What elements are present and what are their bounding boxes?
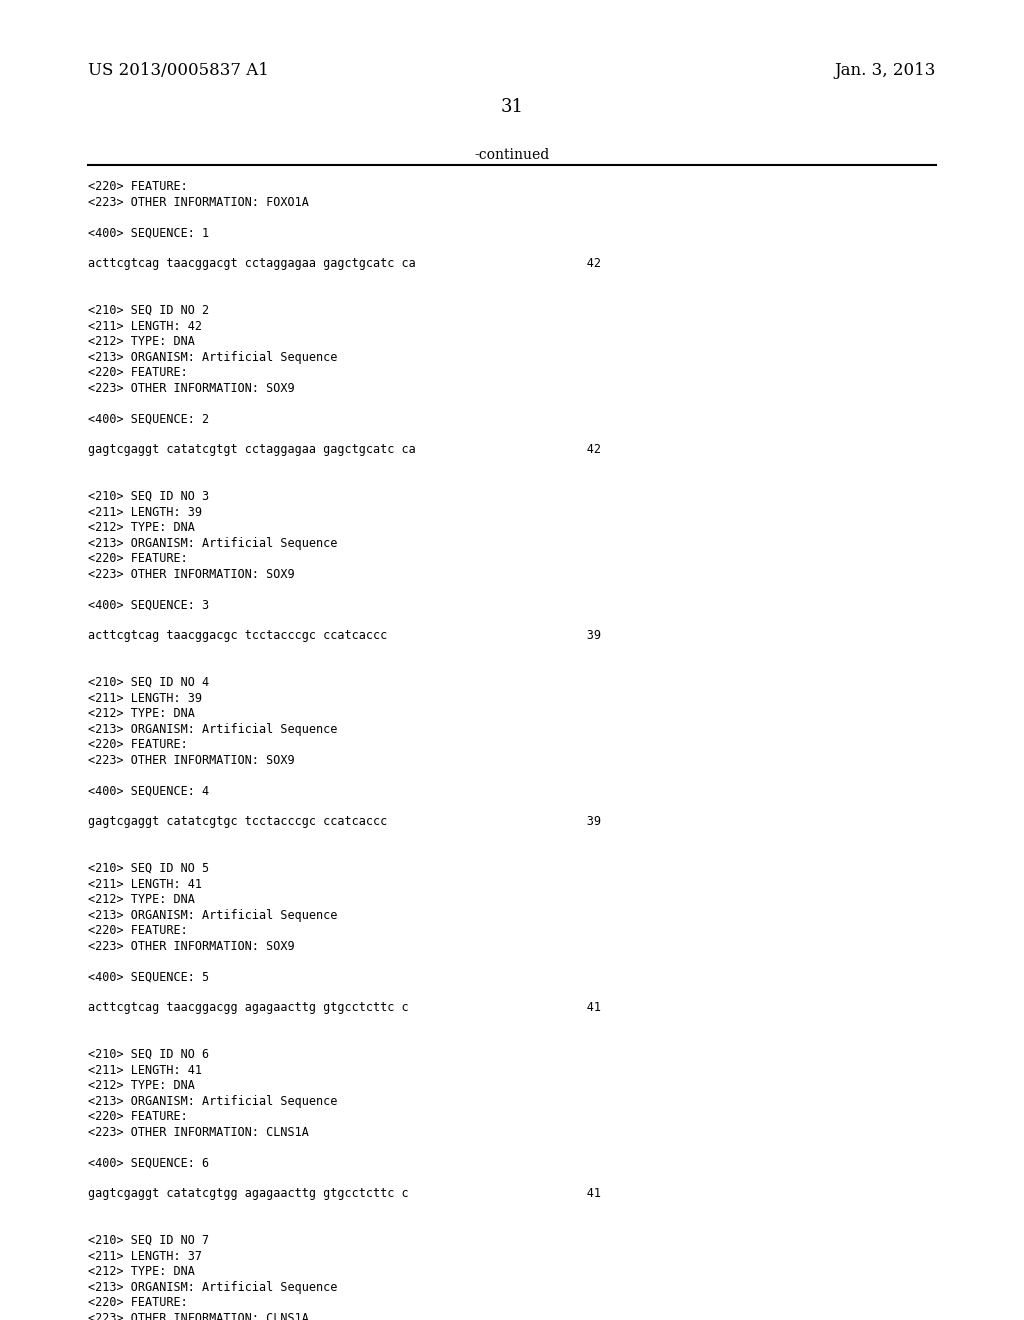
Text: <220> FEATURE:: <220> FEATURE: [88,180,187,193]
Text: <223> OTHER INFORMATION: SOX9: <223> OTHER INFORMATION: SOX9 [88,381,295,395]
Text: <213> ORGANISM: Artificial Sequence: <213> ORGANISM: Artificial Sequence [88,351,337,363]
Text: <220> FEATURE:: <220> FEATURE: [88,366,187,379]
Text: <220> FEATURE:: <220> FEATURE: [88,738,187,751]
Text: <210> SEQ ID NO 2: <210> SEQ ID NO 2 [88,304,209,317]
Text: acttcgtcag taacggacgt cctaggagaa gagctgcatc ca                        42: acttcgtcag taacggacgt cctaggagaa gagctgc… [88,257,601,271]
Text: acttcgtcag taacggacgc tcctacccgc ccatcaccc                            39: acttcgtcag taacggacgc tcctacccgc ccatcac… [88,630,601,643]
Text: <400> SEQUENCE: 6: <400> SEQUENCE: 6 [88,1156,209,1170]
Text: Jan. 3, 2013: Jan. 3, 2013 [835,62,936,79]
Text: <210> SEQ ID NO 3: <210> SEQ ID NO 3 [88,490,209,503]
Text: <210> SEQ ID NO 7: <210> SEQ ID NO 7 [88,1234,209,1247]
Text: <213> ORGANISM: Artificial Sequence: <213> ORGANISM: Artificial Sequence [88,908,337,921]
Text: <210> SEQ ID NO 5: <210> SEQ ID NO 5 [88,862,209,875]
Text: gagtcgaggt catatcgtgc tcctacccgc ccatcaccc                            39: gagtcgaggt catatcgtgc tcctacccgc ccatcac… [88,816,601,829]
Text: <213> ORGANISM: Artificial Sequence: <213> ORGANISM: Artificial Sequence [88,1280,337,1294]
Text: <220> FEATURE:: <220> FEATURE: [88,924,187,937]
Text: <213> ORGANISM: Artificial Sequence: <213> ORGANISM: Artificial Sequence [88,536,337,549]
Text: <220> FEATURE:: <220> FEATURE: [88,552,187,565]
Text: <212> TYPE: DNA: <212> TYPE: DNA [88,1265,195,1278]
Text: <223> OTHER INFORMATION: SOX9: <223> OTHER INFORMATION: SOX9 [88,754,295,767]
Text: <211> LENGTH: 41: <211> LENGTH: 41 [88,1064,202,1077]
Text: US 2013/0005837 A1: US 2013/0005837 A1 [88,62,269,79]
Text: <213> ORGANISM: Artificial Sequence: <213> ORGANISM: Artificial Sequence [88,1094,337,1107]
Text: <400> SEQUENCE: 4: <400> SEQUENCE: 4 [88,784,209,797]
Text: <211> LENGTH: 37: <211> LENGTH: 37 [88,1250,202,1262]
Text: <220> FEATURE:: <220> FEATURE: [88,1110,187,1123]
Text: <400> SEQUENCE: 1: <400> SEQUENCE: 1 [88,227,209,239]
Text: <223> OTHER INFORMATION: CLNS1A: <223> OTHER INFORMATION: CLNS1A [88,1312,309,1320]
Text: <212> TYPE: DNA: <212> TYPE: DNA [88,894,195,906]
Text: <400> SEQUENCE: 3: <400> SEQUENCE: 3 [88,598,209,611]
Text: <220> FEATURE:: <220> FEATURE: [88,1296,187,1309]
Text: 31: 31 [501,98,523,116]
Text: <400> SEQUENCE: 2: <400> SEQUENCE: 2 [88,412,209,425]
Text: <212> TYPE: DNA: <212> TYPE: DNA [88,1078,195,1092]
Text: <223> OTHER INFORMATION: CLNS1A: <223> OTHER INFORMATION: CLNS1A [88,1126,309,1138]
Text: <211> LENGTH: 42: <211> LENGTH: 42 [88,319,202,333]
Text: <211> LENGTH: 39: <211> LENGTH: 39 [88,692,202,705]
Text: <212> TYPE: DNA: <212> TYPE: DNA [88,708,195,719]
Text: <223> OTHER INFORMATION: SOX9: <223> OTHER INFORMATION: SOX9 [88,940,295,953]
Text: <212> TYPE: DNA: <212> TYPE: DNA [88,335,195,348]
Text: <211> LENGTH: 39: <211> LENGTH: 39 [88,506,202,519]
Text: <223> OTHER INFORMATION: FOXO1A: <223> OTHER INFORMATION: FOXO1A [88,195,309,209]
Text: <210> SEQ ID NO 6: <210> SEQ ID NO 6 [88,1048,209,1061]
Text: <212> TYPE: DNA: <212> TYPE: DNA [88,521,195,535]
Text: acttcgtcag taacggacgg agagaacttg gtgcctcttc c                         41: acttcgtcag taacggacgg agagaacttg gtgcctc… [88,1002,601,1015]
Text: <400> SEQUENCE: 5: <400> SEQUENCE: 5 [88,970,209,983]
Text: <211> LENGTH: 41: <211> LENGTH: 41 [88,878,202,891]
Text: gagtcgaggt catatcgtgt cctaggagaa gagctgcatc ca                        42: gagtcgaggt catatcgtgt cctaggagaa gagctgc… [88,444,601,457]
Text: <223> OTHER INFORMATION: SOX9: <223> OTHER INFORMATION: SOX9 [88,568,295,581]
Text: <210> SEQ ID NO 4: <210> SEQ ID NO 4 [88,676,209,689]
Text: <213> ORGANISM: Artificial Sequence: <213> ORGANISM: Artificial Sequence [88,722,337,735]
Text: gagtcgaggt catatcgtgg agagaacttg gtgcctcttc c                         41: gagtcgaggt catatcgtgg agagaacttg gtgcctc… [88,1188,601,1200]
Text: -continued: -continued [474,148,550,162]
